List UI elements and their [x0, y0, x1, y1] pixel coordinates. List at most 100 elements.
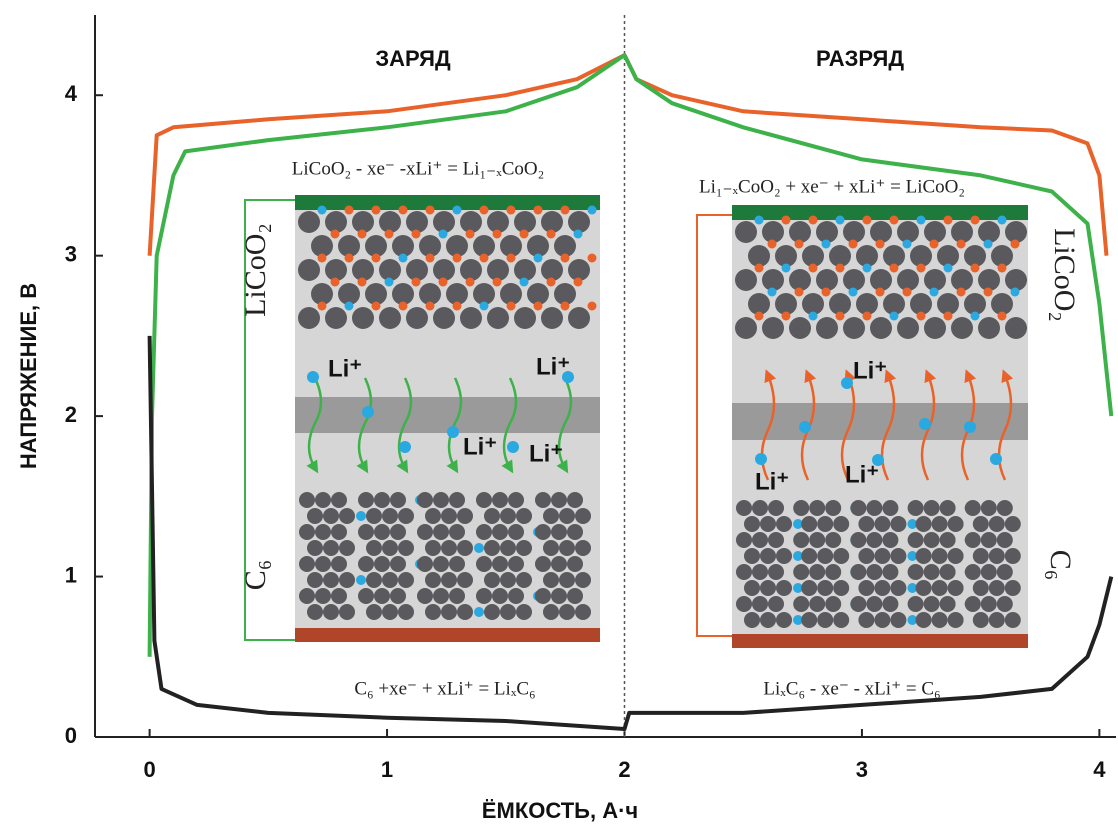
oxygen-atom — [917, 312, 926, 321]
carbon-atom — [441, 604, 457, 620]
reaction: C₆ +xe⁻ + xLi⁺ = LiₓC₆ — [354, 678, 535, 699]
carbon-atom — [965, 532, 981, 548]
electrode-label: LiCoO₂ — [239, 223, 272, 317]
carbon-atom — [793, 532, 809, 548]
oxygen-atom — [561, 302, 570, 311]
carbon-atom — [417, 556, 433, 572]
carbon-atom — [866, 500, 882, 516]
carbon-atom — [833, 516, 849, 532]
lithium-ion — [919, 418, 931, 430]
carbon-atom — [307, 508, 323, 524]
oxygen-atom — [318, 254, 327, 263]
carbon-atom — [890, 580, 906, 596]
carbon-atom — [543, 572, 559, 588]
oxygen-atom — [957, 240, 966, 249]
oxygen-atom — [795, 240, 804, 249]
carbon-atom — [492, 588, 508, 604]
carbon-atom — [989, 516, 1005, 532]
carbon-atom — [449, 524, 465, 540]
oxygen-atom — [331, 230, 340, 239]
cathode-atom — [816, 317, 838, 339]
carbon-atom — [331, 556, 347, 572]
x-tick-label: 4 — [1093, 757, 1106, 782]
oxygen-atom — [890, 264, 899, 273]
carbon-atom — [390, 492, 406, 508]
carbon-atom — [390, 556, 406, 572]
carbon-atom — [500, 572, 516, 588]
carbon-atom — [866, 564, 882, 580]
carbon-atom — [916, 516, 932, 532]
oxygen-atom — [998, 264, 1007, 273]
oxygen-atom — [944, 216, 953, 225]
cathode-atom — [433, 307, 455, 329]
carbon-atom — [736, 500, 752, 516]
lithium-ion — [944, 264, 953, 273]
lithium-ion — [903, 240, 912, 249]
carbon-atom — [323, 572, 339, 588]
carbon-atom — [833, 580, 849, 596]
carbon-atom — [817, 516, 833, 532]
carbon-atom — [476, 556, 492, 572]
carbon-atom — [307, 604, 323, 620]
carbon-atom — [916, 580, 932, 596]
oxygen-atom — [849, 240, 858, 249]
carbon-atom — [358, 492, 374, 508]
carbon-atom — [760, 612, 776, 628]
ion-label: Li⁺ — [529, 440, 563, 467]
carbon-atom — [551, 524, 567, 540]
oxygen-atom — [345, 254, 354, 263]
oxygen-atom — [534, 302, 543, 311]
lithium-ion — [318, 206, 327, 215]
carbon-atom — [559, 508, 575, 524]
carbon-atom — [874, 548, 890, 564]
carbon-atom — [575, 540, 591, 556]
cathode-collector — [295, 195, 600, 210]
cathode-atom — [789, 317, 811, 339]
cathode-atom — [514, 307, 536, 329]
anode-collector — [732, 634, 1028, 648]
ion-label: Li⁺ — [463, 433, 497, 460]
carbon-atom — [801, 516, 817, 532]
oxygen-atom — [957, 288, 966, 297]
carbon-atom — [449, 556, 465, 572]
lithium-ion — [841, 377, 853, 389]
cathode-atom — [325, 307, 347, 329]
oxygen-atom — [534, 206, 543, 215]
electrode-label: C₆ — [239, 560, 272, 590]
carbon-atom — [417, 524, 433, 540]
carbon-atom — [932, 612, 948, 628]
x-tick-label: 0 — [143, 757, 155, 782]
carbon-atom — [817, 580, 833, 596]
cathode-atom — [406, 307, 428, 329]
carbon-atom — [890, 516, 906, 532]
lithium-ion — [1011, 288, 1020, 297]
carbon-atom — [908, 532, 924, 548]
oxygen-atom — [372, 254, 381, 263]
carbon-atom — [299, 492, 315, 508]
carbon-atom — [932, 516, 948, 532]
oxygen-atom — [507, 254, 516, 263]
carbon-atom — [924, 500, 940, 516]
carbon-atom — [551, 492, 567, 508]
carbon-atom — [989, 612, 1005, 628]
cathode-atom — [541, 307, 563, 329]
carbon-atom — [575, 508, 591, 524]
carbon-atom — [850, 564, 866, 580]
carbon-atom — [567, 556, 583, 572]
oxygen-atom — [372, 206, 381, 215]
oxygen-atom — [412, 230, 421, 239]
carbon-atom — [752, 596, 768, 612]
carbon-atom — [744, 516, 760, 532]
carbon-atom — [323, 604, 339, 620]
carbon-atom — [543, 508, 559, 524]
reaction: LiCoO₂ - xe⁻ -xLi⁺ = Li₁₋ₓCoO₂ — [292, 158, 544, 179]
separator — [295, 397, 600, 433]
carbon-atom — [850, 500, 866, 516]
lithium-ion — [917, 216, 926, 225]
carbon-atom — [817, 548, 833, 564]
carbon-atom — [793, 564, 809, 580]
carbon-atom — [374, 524, 390, 540]
oxygen-atom — [493, 230, 502, 239]
carbon-atom — [315, 556, 331, 572]
carbon-atom — [965, 564, 981, 580]
